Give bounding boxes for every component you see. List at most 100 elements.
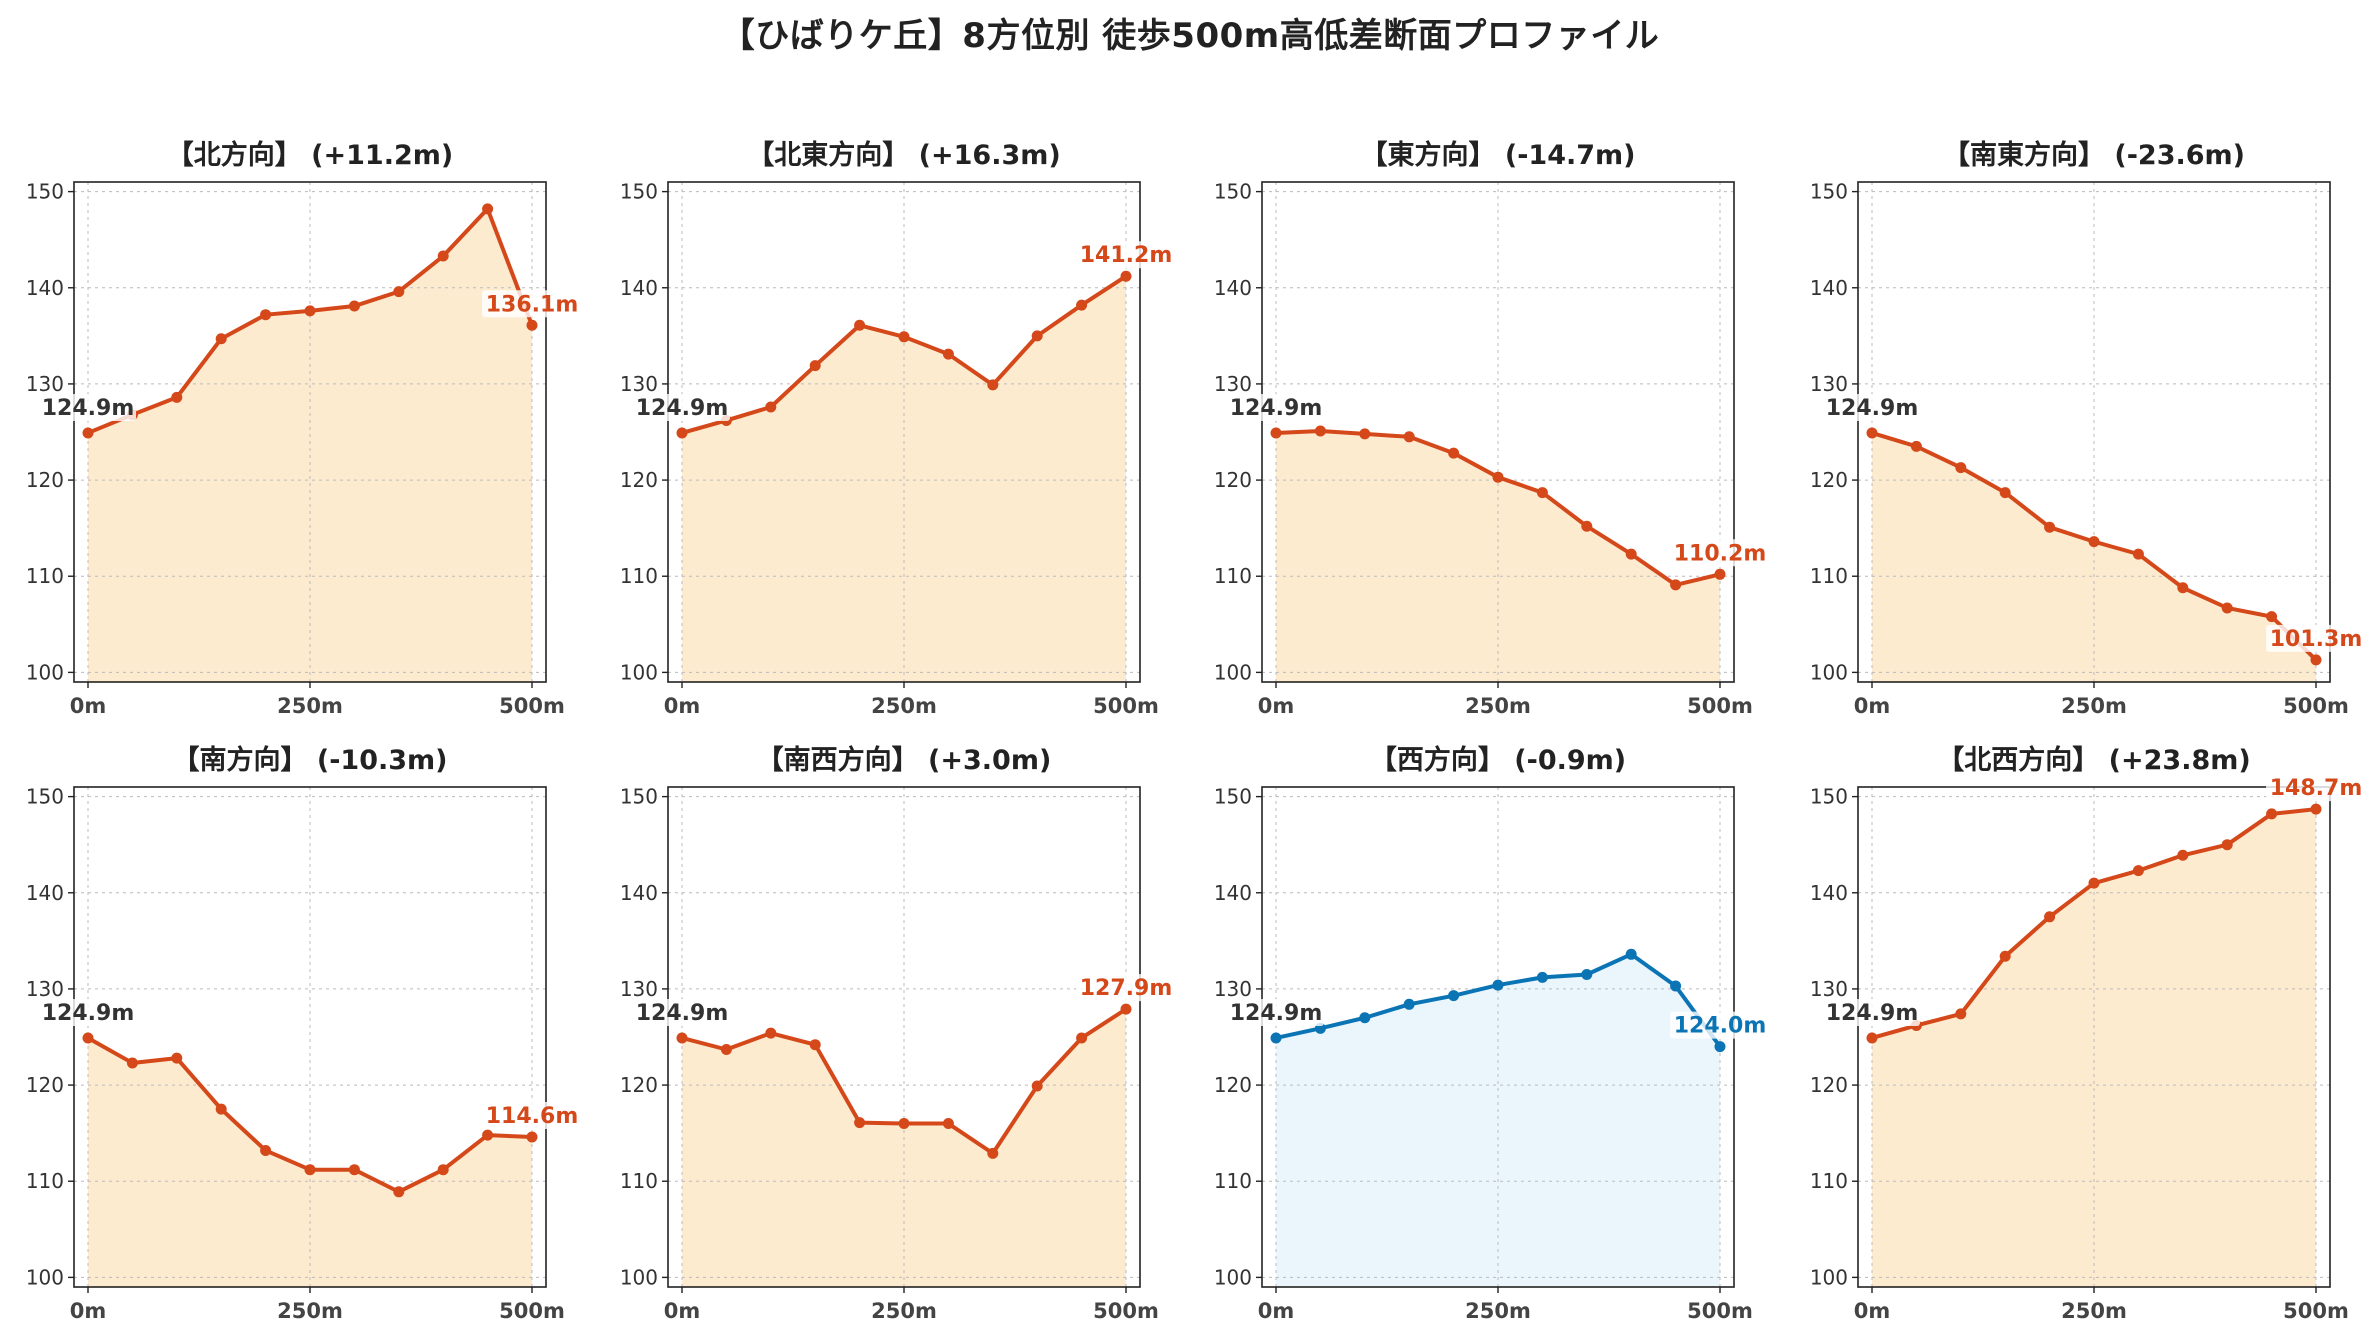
profile-point — [348, 300, 360, 312]
y-tick-label: 140 — [620, 881, 658, 905]
profile-point — [1031, 1080, 1043, 1092]
profile-area — [682, 276, 1126, 682]
y-tick-label: 140 — [1214, 276, 1252, 300]
y-tick-label: 110 — [620, 564, 658, 588]
end-label-bg — [2266, 774, 2366, 802]
end-label: 141.2m — [1080, 243, 1173, 268]
subplot-title: 【北方向】 (+11.2m) — [167, 139, 453, 171]
x-tick-label: 0m — [70, 694, 107, 718]
subplot-4: 100 110 120 130 140 150 0m 250m 500m 【南方向】 (-10.3… — [26, 744, 582, 1323]
y-tick-label: 150 — [1214, 785, 1252, 809]
y-tick-label: 140 — [1810, 881, 1848, 905]
y-tick-label: 100 — [26, 660, 64, 684]
y-tick-label: 130 — [1810, 372, 1848, 396]
profile-point — [1076, 1032, 1088, 1044]
y-tick-label: 140 — [1810, 276, 1848, 300]
end-label-bg — [1670, 1011, 1770, 1039]
profile-point — [898, 331, 910, 343]
x-tick-label: 500m — [1093, 1299, 1159, 1323]
profile-point — [942, 348, 954, 360]
end-label-bg — [1076, 974, 1176, 1002]
x-tick-label: 250m — [277, 694, 343, 718]
profile-point — [2310, 803, 2322, 815]
profile-point — [809, 360, 821, 372]
start-label-bg — [1824, 998, 1920, 1026]
profile-point — [676, 427, 688, 439]
y-tick-label: 120 — [1810, 468, 1848, 492]
y-tick-label: 120 — [26, 468, 64, 492]
profile-point — [215, 1103, 227, 1115]
end-label-bg — [482, 1102, 582, 1129]
end-label-bg — [1670, 539, 1770, 567]
x-tick-label: 500m — [1687, 1299, 1753, 1323]
profile-point — [2266, 808, 2278, 820]
profile-point — [82, 1032, 94, 1044]
y-tick-label: 130 — [1810, 977, 1848, 1001]
x-tick-label: 500m — [2283, 694, 2349, 718]
profile-point — [1403, 431, 1415, 443]
end-label: 101.3m — [2270, 627, 2363, 652]
subplot-6: 100 110 120 130 140 150 0m 250m 500m 【西方向】 (-0.9m… — [1214, 744, 1770, 1323]
figure-title: 【ひばりケ丘】8方位別 徒歩500m高低差断面プロファイル — [720, 16, 1660, 56]
profile-area — [88, 1037, 532, 1287]
profile-point — [1581, 520, 1593, 532]
y-tick-label: 100 — [1214, 1265, 1252, 1289]
start-label-bg — [40, 393, 136, 421]
profile-point — [1120, 1003, 1132, 1015]
profile-point — [854, 1117, 866, 1129]
end-label: 124.0m — [1674, 1014, 1767, 1039]
y-tick-label: 100 — [26, 1265, 64, 1289]
profile-point — [526, 319, 538, 331]
y-tick-label: 110 — [1214, 1169, 1252, 1193]
x-tick-label: 250m — [1465, 1299, 1531, 1323]
start-label: 124.9m — [42, 1001, 135, 1026]
profile-point — [1270, 427, 1282, 439]
profile-point — [1581, 969, 1593, 980]
profile-point — [126, 1057, 138, 1069]
profile-point — [987, 1147, 999, 1159]
y-tick-label: 140 — [1214, 881, 1252, 905]
profile-area — [88, 208, 532, 682]
profile-point — [1076, 299, 1088, 311]
profile-point — [898, 1118, 910, 1130]
start-label-bg — [634, 998, 730, 1026]
profile-point — [1955, 1008, 1967, 1020]
profile-point — [1448, 990, 1460, 1002]
subplot-2: 100 110 120 130 140 150 0m 250m 500m 【東方向】 (-14.7… — [1214, 139, 1770, 718]
x-tick-label: 500m — [499, 694, 565, 718]
profile-point — [2221, 602, 2233, 614]
start-label: 124.9m — [1826, 396, 1919, 421]
subplot-title: 【南西方向】 (+3.0m) — [757, 744, 1052, 776]
profile-area — [1276, 954, 1720, 1287]
profile-point — [171, 391, 183, 403]
start-label-bg — [1228, 393, 1324, 421]
profile-point — [1910, 440, 1922, 452]
end-label-bg — [2266, 624, 2366, 652]
x-tick-label: 250m — [871, 694, 937, 718]
x-tick-label: 250m — [277, 1299, 343, 1323]
start-label: 124.9m — [1826, 1001, 1919, 1026]
profile-point — [1359, 428, 1371, 440]
profile-point — [2088, 877, 2100, 889]
end-label: 127.9m — [1080, 976, 1173, 1001]
profile-point — [2132, 548, 2144, 560]
y-tick-label: 120 — [1214, 1073, 1252, 1097]
x-tick-label: 0m — [1258, 1299, 1295, 1323]
profile-point — [1670, 579, 1682, 591]
y-tick-label: 100 — [620, 660, 658, 684]
profile-point — [2088, 536, 2100, 548]
profile-point — [2310, 654, 2322, 666]
profile-point — [1625, 548, 1637, 560]
profile-point — [1403, 998, 1415, 1010]
profile-point — [304, 305, 316, 317]
subplot-0: 100 110 120 130 140 150 0m 250m 500m 【北方向】 (+11.2… — [26, 139, 582, 718]
subplot-title: 【南東方向】 (-23.6m) — [1943, 139, 2245, 171]
profile-area — [1872, 432, 2316, 682]
y-tick-label: 110 — [620, 1169, 658, 1193]
y-tick-label: 150 — [1214, 180, 1252, 204]
start-label-bg — [40, 998, 136, 1026]
start-label: 124.9m — [636, 396, 729, 421]
x-tick-label: 250m — [871, 1299, 937, 1323]
y-tick-label: 150 — [1810, 180, 1848, 204]
profile-area — [682, 1009, 1126, 1287]
